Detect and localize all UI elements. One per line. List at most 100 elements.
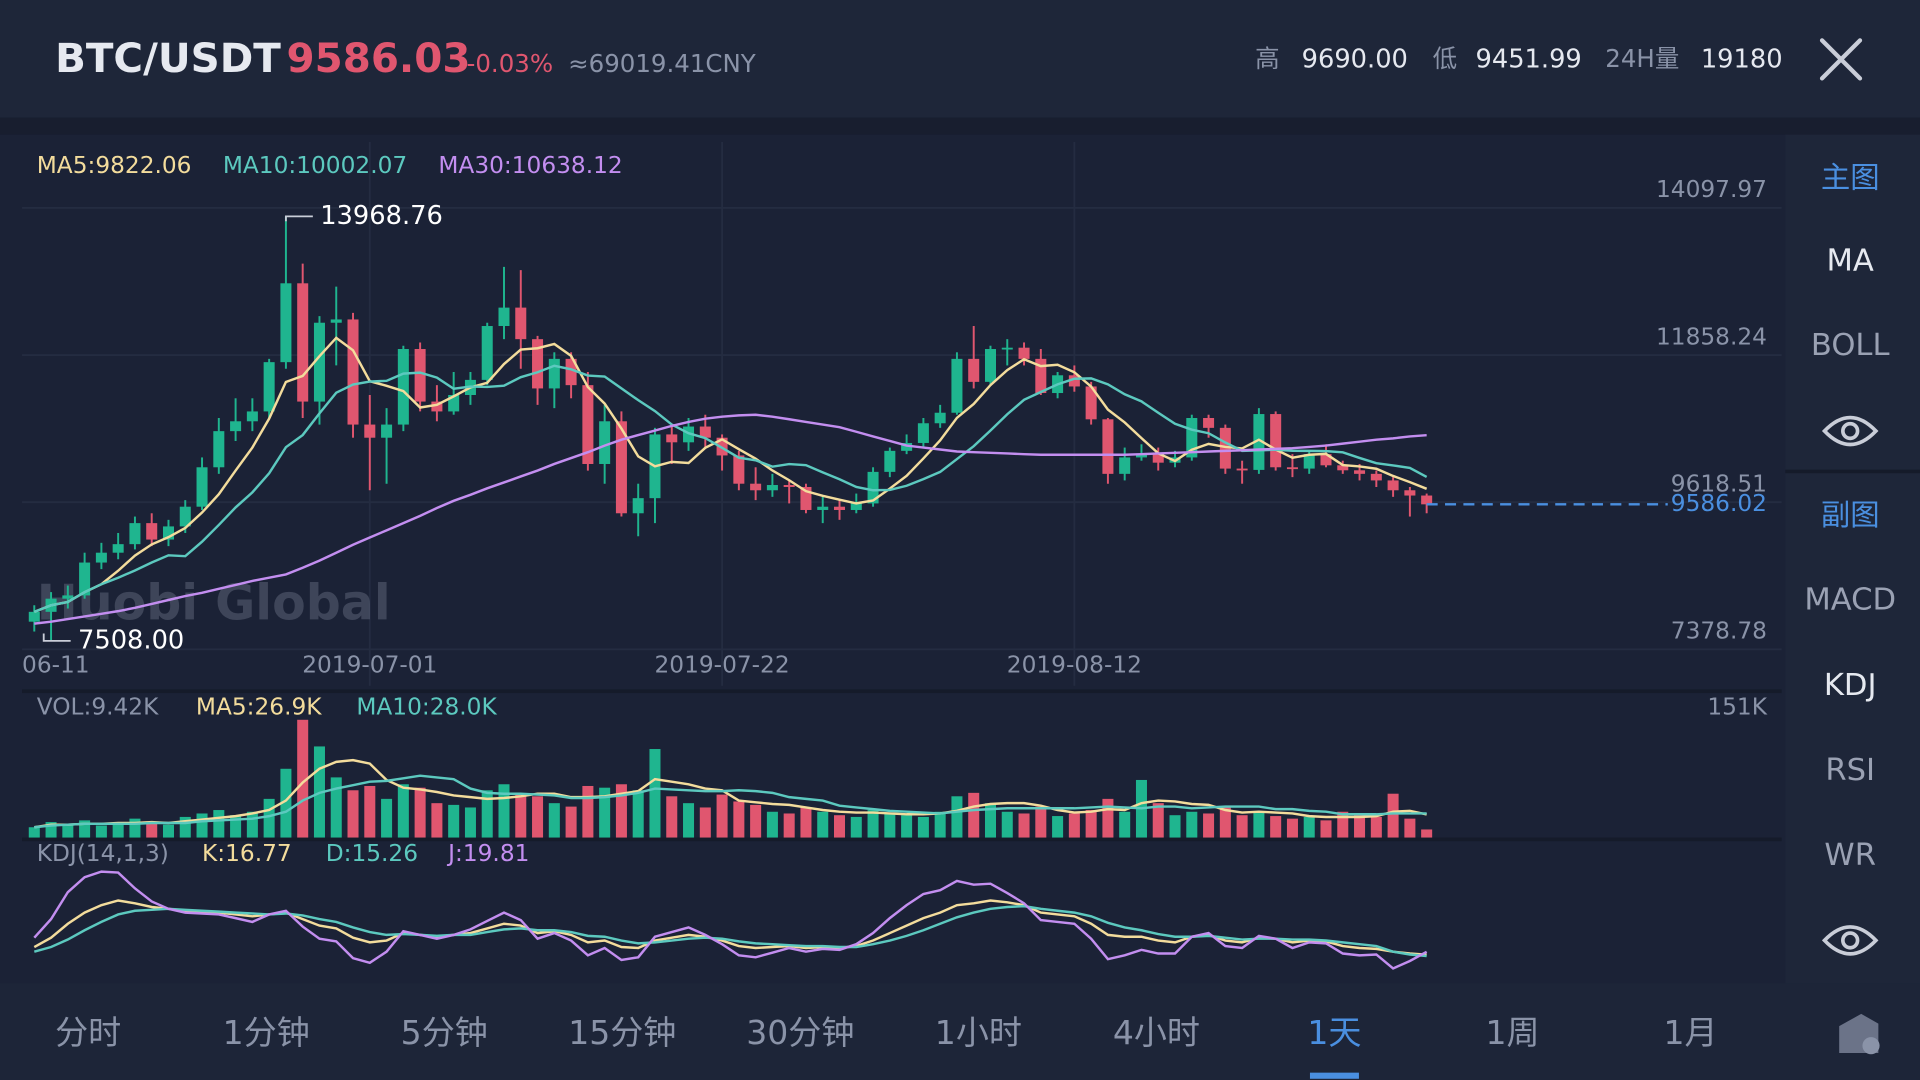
volume-bar	[1236, 815, 1248, 838]
timeframe-tab[interactable]: 5分钟	[401, 1013, 488, 1052]
timeframe-bar	[0, 983, 1920, 1080]
candle-body	[213, 431, 225, 468]
sidebar-item[interactable]: WR	[1824, 838, 1876, 873]
volume-bar	[1303, 816, 1315, 838]
candle-body	[834, 506, 846, 510]
volume-bar	[884, 813, 896, 838]
sidebar-title: 主图	[1821, 160, 1880, 194]
timeframe-tab[interactable]: 15分钟	[568, 1013, 676, 1052]
candle-body	[515, 307, 527, 340]
volume-bar	[481, 790, 493, 838]
volume-bar	[397, 784, 409, 838]
candle-body	[582, 385, 594, 464]
candle-body	[783, 485, 795, 487]
settings-icon[interactable]	[1839, 1013, 1880, 1055]
candle-body	[1404, 490, 1416, 496]
volume-bar	[28, 827, 40, 838]
volume-bar	[532, 796, 544, 838]
candle-body	[1018, 347, 1030, 359]
volume-bar	[901, 815, 913, 838]
candle-body	[1354, 470, 1366, 474]
timeframe-tab[interactable]: 30分钟	[746, 1013, 854, 1052]
volume-bar	[951, 796, 963, 838]
volume-bar	[1370, 816, 1382, 838]
candle-body	[1253, 414, 1265, 470]
volume-ma-line	[34, 758, 1427, 829]
price: 9586.03	[287, 34, 471, 82]
x-tick-label: 2019-07-22	[655, 652, 790, 679]
candle-body	[632, 498, 644, 514]
timeframe-tab[interactable]: 分时	[55, 1013, 121, 1052]
sidebar-item[interactable]: MA	[1827, 244, 1874, 279]
candle-body	[901, 442, 913, 451]
candle-body	[28, 611, 40, 622]
timeframe-tab[interactable]: 1周	[1485, 1013, 1539, 1052]
high-annotation: 13968.76	[320, 201, 443, 231]
volume-bar	[95, 825, 107, 838]
candle-body	[1320, 454, 1332, 466]
volume-bar	[45, 822, 57, 838]
x-tick-label: 2019-08-12	[1007, 652, 1142, 679]
ma-line	[34, 413, 1427, 625]
candle-body	[1085, 386, 1097, 420]
candle-body	[313, 322, 325, 402]
eye-icon[interactable]	[1821, 415, 1879, 447]
volume-bar	[1404, 818, 1416, 838]
volume-bar	[1286, 818, 1298, 838]
volume-bar	[129, 818, 141, 838]
timeframe-tab[interactable]: 1月	[1663, 1013, 1717, 1052]
volume-bar	[246, 811, 258, 838]
candle-body	[1119, 457, 1131, 474]
candle-body	[129, 523, 141, 545]
volume-value: 19180	[1701, 45, 1783, 75]
eye-icon[interactable]	[1821, 925, 1879, 956]
candle-body	[1203, 417, 1215, 428]
candle-body	[381, 424, 393, 438]
kdj-label: KDJ(14,1,3)	[37, 840, 169, 867]
sidebar-item[interactable]: KDJ	[1824, 668, 1877, 703]
candle-body	[1102, 419, 1114, 474]
cny-price: ≈69019.41CNY	[568, 49, 756, 78]
volume-bar	[1186, 811, 1198, 838]
volume-bar	[1119, 811, 1131, 838]
timeframe-tab[interactable]: 1分钟	[223, 1013, 310, 1052]
volume-bar	[1068, 813, 1080, 838]
pair: BTC/USDT	[55, 34, 281, 82]
volume-bar	[1018, 813, 1030, 838]
candle-body	[1186, 417, 1198, 458]
candle-body	[1236, 468, 1248, 471]
volume-bar	[834, 815, 846, 838]
volume-bar	[79, 820, 91, 838]
sidebar-item[interactable]: BOLL	[1811, 328, 1890, 363]
candle-body	[917, 423, 929, 443]
timeframe-tab[interactable]: 1小时	[935, 1013, 1022, 1052]
candle-body	[112, 544, 124, 553]
timeframe-tab[interactable]: 4小时	[1113, 1013, 1200, 1052]
candle-body	[565, 358, 577, 386]
volume-bar	[230, 815, 242, 838]
close-button[interactable]	[1819, 38, 1863, 81]
volume-bar	[548, 803, 560, 838]
volume-bar	[632, 790, 644, 838]
ma-line	[33, 336, 1428, 614]
candle-body	[196, 467, 208, 507]
y-tick-label: 11858.24	[1656, 323, 1767, 350]
volume-bar	[515, 794, 527, 838]
volume-bar	[666, 796, 678, 838]
volume-bar	[414, 787, 426, 838]
candle-body	[364, 424, 376, 438]
volume-bar	[984, 803, 996, 838]
timeframe-tab[interactable]: 1天	[1307, 1013, 1361, 1052]
volume-bar	[1387, 793, 1399, 838]
low-annotation: 7508.00	[78, 625, 184, 655]
volume-bar	[1253, 811, 1265, 838]
candle-body	[800, 486, 812, 510]
candle-body	[1152, 453, 1164, 463]
candle-body	[297, 283, 309, 402]
volume-bar	[179, 816, 191, 838]
sidebar-item[interactable]: MACD	[1804, 583, 1896, 618]
sidebar-item[interactable]: RSI	[1825, 753, 1875, 788]
volume-bar	[733, 801, 745, 838]
